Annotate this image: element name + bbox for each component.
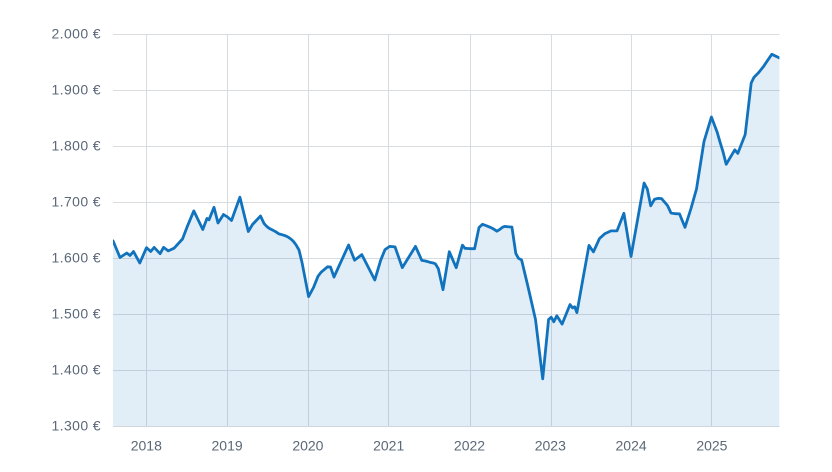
svg-text:2.000 €: 2.000 € — [51, 26, 101, 42]
svg-text:1.600 €: 1.600 € — [51, 250, 101, 266]
svg-text:2020: 2020 — [292, 437, 323, 453]
svg-text:2022: 2022 — [454, 437, 485, 453]
svg-text:2018: 2018 — [131, 437, 162, 453]
svg-text:1.500 €: 1.500 € — [51, 306, 101, 322]
svg-text:2019: 2019 — [212, 437, 243, 453]
svg-text:1.900 €: 1.900 € — [51, 82, 101, 98]
svg-text:1.800 €: 1.800 € — [51, 138, 101, 154]
svg-text:1.400 €: 1.400 € — [51, 362, 101, 378]
svg-text:1.700 €: 1.700 € — [51, 194, 101, 210]
svg-text:2023: 2023 — [535, 437, 566, 453]
svg-text:1.300 €: 1.300 € — [51, 418, 101, 434]
svg-text:2025: 2025 — [696, 437, 727, 453]
svg-text:2024: 2024 — [616, 437, 647, 453]
svg-text:2021: 2021 — [373, 437, 404, 453]
